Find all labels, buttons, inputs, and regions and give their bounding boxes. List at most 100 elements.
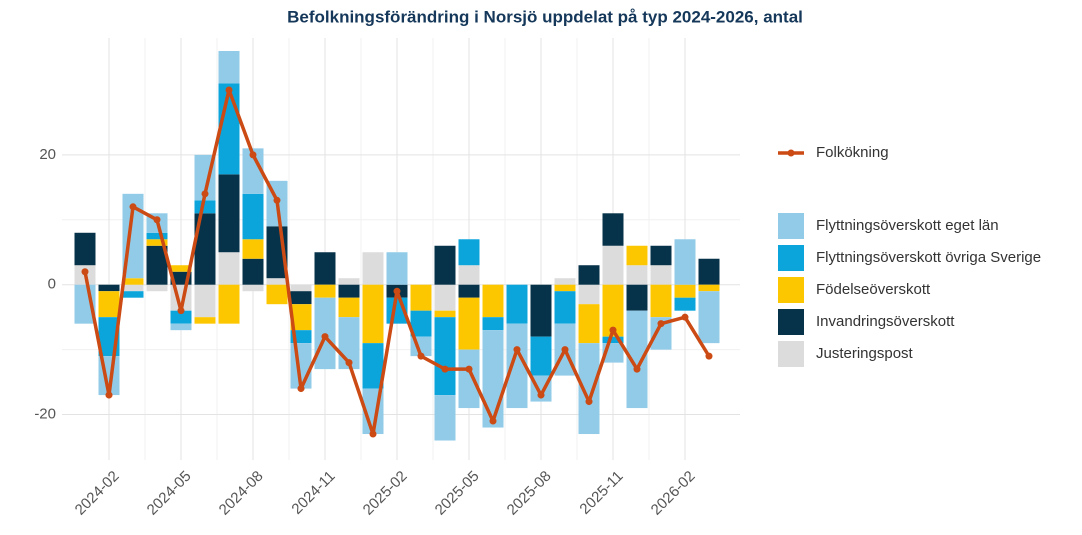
bar-segment bbox=[98, 284, 120, 292]
bar-segment bbox=[314, 252, 336, 285]
bar-segment bbox=[194, 213, 216, 285]
line-point bbox=[561, 346, 569, 354]
x-tick-label: 2024-11 bbox=[288, 468, 338, 518]
bar-segment bbox=[530, 336, 552, 376]
y-tick-label: 20 bbox=[39, 146, 56, 163]
bar-segment bbox=[170, 310, 192, 324]
bar-segment bbox=[266, 278, 288, 285]
bar-segment bbox=[146, 239, 168, 246]
chart-title: Befolkningsförändring i Norsjö uppdelat … bbox=[287, 7, 803, 26]
bar-segment bbox=[290, 291, 312, 305]
bar-segment bbox=[218, 252, 240, 285]
bar-segment bbox=[554, 291, 576, 324]
line-point bbox=[201, 190, 209, 198]
bar-segment bbox=[386, 252, 408, 285]
bar-segment bbox=[74, 232, 96, 266]
bar-segment bbox=[194, 317, 216, 324]
bar-segment bbox=[506, 323, 528, 409]
bar-segment bbox=[338, 278, 360, 285]
bar-segment bbox=[170, 323, 192, 331]
bar-segment bbox=[242, 148, 264, 194]
bar-segment bbox=[674, 239, 696, 285]
bar-segment bbox=[578, 343, 600, 435]
bar-segment bbox=[602, 336, 624, 344]
legend-swatch bbox=[778, 213, 804, 239]
bar-segment bbox=[578, 284, 600, 305]
bar-segment bbox=[434, 284, 456, 311]
line-point bbox=[249, 151, 257, 159]
legend-label: Födelseöverskott bbox=[816, 281, 931, 298]
bar-segment bbox=[194, 200, 216, 214]
bar-segment bbox=[338, 297, 360, 318]
x-tick-label: 2025-08 bbox=[504, 468, 555, 519]
bar-segment bbox=[410, 284, 432, 311]
bar-segment bbox=[242, 284, 264, 292]
bar-segment bbox=[650, 317, 672, 350]
bar-segment bbox=[362, 252, 384, 285]
bar-segment bbox=[602, 284, 624, 337]
bar-segment bbox=[362, 343, 384, 389]
bar-segment bbox=[242, 239, 264, 259]
bar-segment bbox=[146, 232, 168, 240]
bar-segment bbox=[698, 291, 720, 344]
bar-segment bbox=[626, 310, 648, 409]
legend-swatch bbox=[778, 277, 804, 303]
bar-segment bbox=[434, 317, 456, 396]
line-point bbox=[657, 320, 665, 328]
bar-segment bbox=[290, 304, 312, 331]
legend-point bbox=[787, 149, 795, 157]
bar-segment bbox=[554, 284, 576, 292]
x-tick-label: 2024-08 bbox=[216, 468, 267, 519]
bar-segment bbox=[434, 310, 456, 318]
bar-segment bbox=[506, 284, 528, 324]
bar-segment bbox=[434, 245, 456, 285]
bar-segment bbox=[650, 284, 672, 318]
line-point bbox=[585, 398, 593, 406]
bar-segment bbox=[554, 278, 576, 285]
bar-segment bbox=[602, 213, 624, 246]
x-tick-label: 2025-05 bbox=[432, 468, 483, 519]
bar-segment bbox=[626, 245, 648, 266]
x-tick-label: 2026-02 bbox=[648, 468, 699, 519]
line-point bbox=[177, 307, 185, 315]
bar-segment bbox=[626, 265, 648, 285]
line-point bbox=[489, 417, 497, 425]
bar-segment bbox=[218, 174, 240, 253]
line-point bbox=[105, 391, 113, 399]
legend-label: Justeringspost bbox=[816, 345, 914, 362]
bar-segment bbox=[242, 258, 264, 285]
y-tick-label: -20 bbox=[34, 406, 56, 423]
bar-segment bbox=[314, 284, 336, 298]
bar-segment bbox=[122, 284, 144, 292]
bar-segment bbox=[410, 310, 432, 337]
bar-segment bbox=[578, 304, 600, 344]
legend-label: Folkökning bbox=[816, 144, 889, 161]
line-point bbox=[297, 385, 305, 393]
bar-segment bbox=[482, 330, 504, 428]
line-point bbox=[681, 313, 689, 321]
bar-segment bbox=[530, 284, 552, 337]
bar-segment bbox=[458, 239, 480, 266]
line-point bbox=[321, 333, 329, 341]
bar-segment bbox=[482, 284, 504, 318]
line-point bbox=[633, 365, 641, 373]
bar-segment bbox=[434, 395, 456, 441]
line-point bbox=[129, 203, 137, 211]
bar-segment bbox=[698, 284, 720, 292]
line-point bbox=[609, 326, 617, 334]
line-point bbox=[513, 346, 521, 354]
line-point bbox=[393, 287, 401, 295]
bar-segment bbox=[122, 291, 144, 298]
line-point bbox=[153, 216, 161, 224]
line-point bbox=[273, 196, 281, 204]
bar-segment bbox=[674, 284, 696, 298]
x-tick-label: 2025-02 bbox=[360, 468, 411, 519]
bar-segment bbox=[578, 265, 600, 285]
bar-segment bbox=[698, 258, 720, 285]
bar-segment bbox=[242, 193, 264, 240]
bar-segment bbox=[458, 265, 480, 285]
y-tick-label: 0 bbox=[48, 276, 56, 293]
line-point bbox=[465, 365, 473, 373]
legend-label: Flyttningsöverskott övriga Sverige bbox=[816, 249, 1041, 266]
